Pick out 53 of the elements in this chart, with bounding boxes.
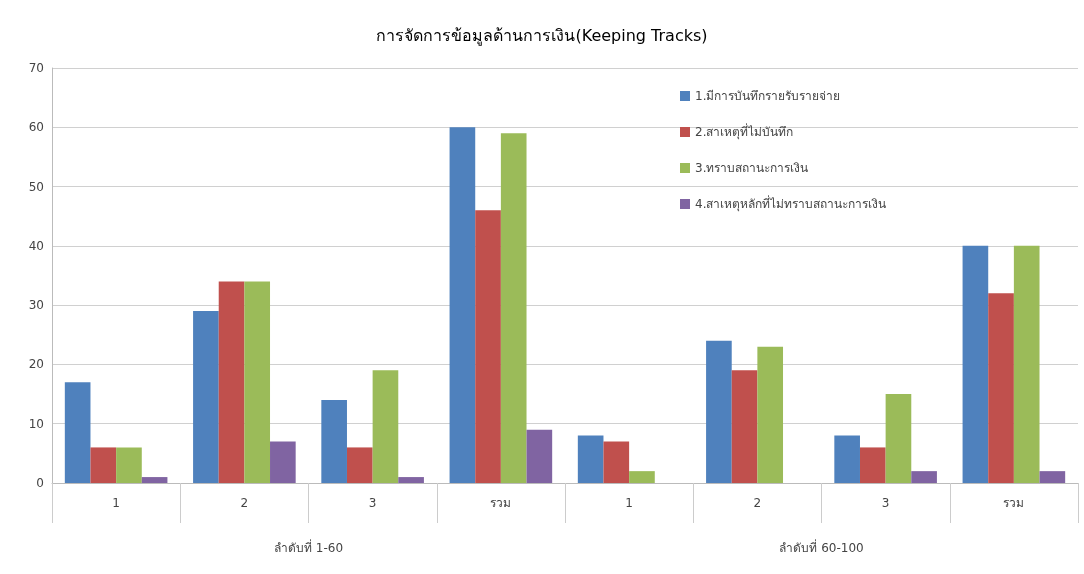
x-tick-label: 2	[753, 496, 762, 510]
y-tick-label: 50	[28, 179, 44, 194]
y-tick-label: 10	[28, 416, 44, 431]
bar	[1013, 245, 1040, 483]
bar	[449, 127, 476, 483]
y-tick-label: 20	[28, 357, 44, 372]
legend-label: 1.มีการบันทึกรายรับรายจ่าย	[695, 89, 841, 103]
bar	[1039, 471, 1066, 483]
bar	[244, 281, 271, 483]
y-tick-label: 70	[28, 61, 44, 75]
bar	[859, 447, 886, 483]
bar	[475, 210, 501, 483]
bar	[346, 447, 373, 483]
bar	[270, 441, 296, 483]
legend-label: 3.ทราบสถานะการเงิน	[695, 161, 809, 175]
bar	[988, 293, 1014, 483]
text: ลำดับที่ 1-60	[273, 539, 344, 555]
bar	[577, 435, 604, 483]
bar	[706, 340, 732, 483]
bar	[90, 447, 117, 483]
x-tick-label: รวม	[1003, 496, 1025, 510]
x-tick-label: 3	[881, 496, 890, 510]
bar	[398, 477, 424, 483]
y-tick-label: 30	[28, 298, 44, 313]
legend-label: 4.สาเหตุหลักที่ไม่ทราบสถานะการเงิน	[695, 195, 887, 212]
legend-label: 2.สาเหตุที่ไม่บันทึก	[695, 123, 794, 140]
text: ลำดับที่ 60-100	[779, 539, 864, 555]
x-tick-label: 1	[625, 496, 633, 510]
bar	[526, 429, 553, 483]
bar	[962, 245, 989, 483]
x-tick-label: 1	[112, 496, 120, 510]
bar	[731, 370, 758, 483]
bar	[757, 346, 784, 483]
bar	[193, 311, 219, 483]
y-tick-label: 60	[28, 120, 44, 135]
bar	[321, 400, 347, 483]
bar	[885, 394, 912, 483]
bar	[603, 441, 630, 483]
bar	[629, 471, 655, 483]
bar	[372, 370, 399, 483]
x-tick-label: 3	[368, 496, 377, 510]
bar	[500, 133, 527, 483]
y-tick-label: 0	[36, 476, 44, 490]
x-tick-label: รวม	[490, 496, 512, 510]
bar	[911, 471, 937, 483]
bar	[116, 447, 142, 483]
chart-title: การจัดการข้อมูลด้านการเงิน(Keeping Tracks)	[376, 25, 708, 46]
y-tick-label: 40	[28, 238, 44, 253]
bar	[64, 382, 91, 483]
bar	[834, 435, 860, 483]
bar	[141, 477, 168, 483]
bar	[218, 281, 245, 483]
x-tick-label: 2	[240, 496, 249, 510]
